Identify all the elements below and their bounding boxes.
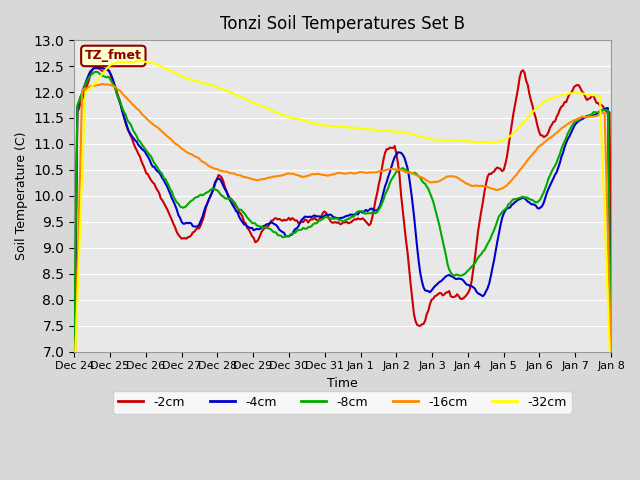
X-axis label: Time: Time (327, 377, 358, 390)
Text: TZ_fmet: TZ_fmet (85, 49, 142, 62)
Title: Tonzi Soil Temperatures Set B: Tonzi Soil Temperatures Set B (220, 15, 465, 33)
Y-axis label: Soil Temperature (C): Soil Temperature (C) (15, 132, 28, 260)
Legend: -2cm, -4cm, -8cm, -16cm, -32cm: -2cm, -4cm, -8cm, -16cm, -32cm (113, 391, 572, 414)
